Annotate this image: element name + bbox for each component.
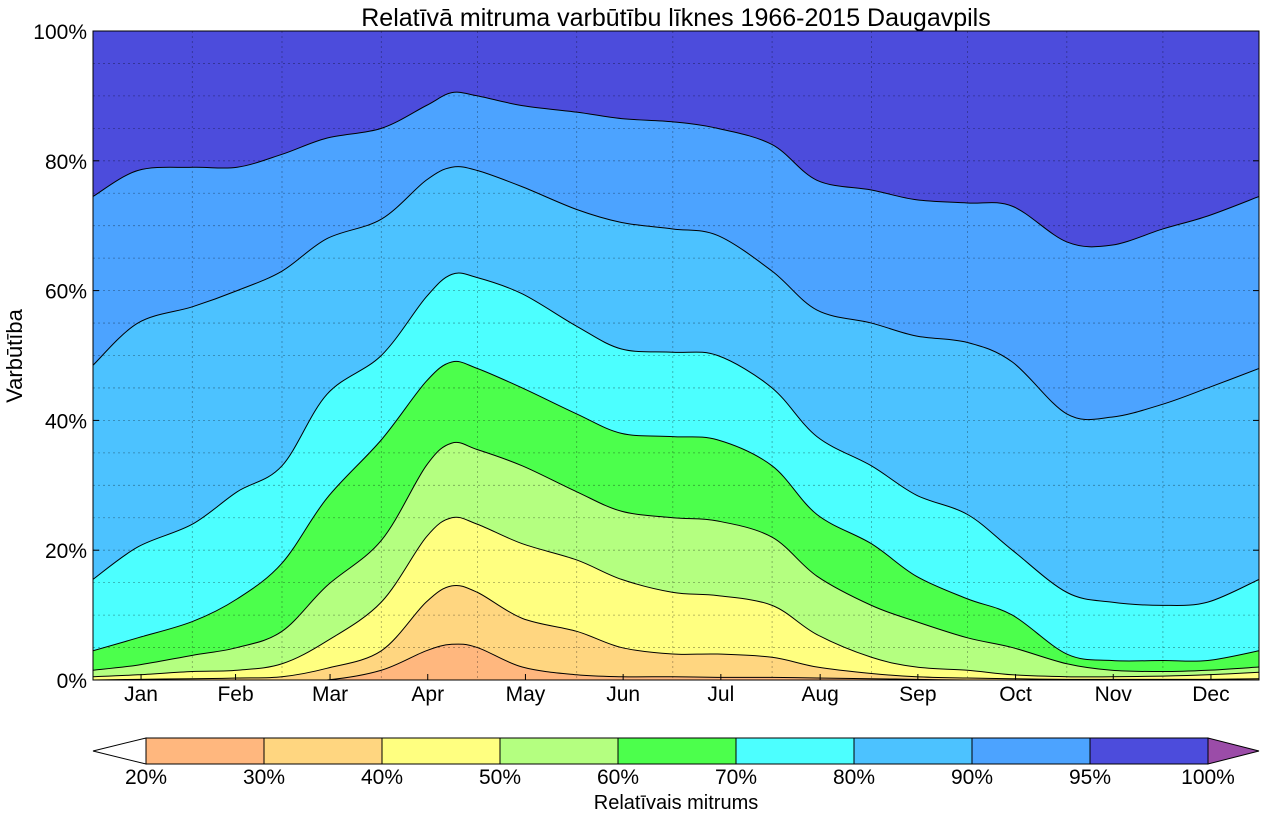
chart-title: Relatīvā mitruma varbūtību līknes 1966-2…	[361, 4, 991, 32]
colorbar-segment-50-60	[499, 737, 619, 765]
y-tick-label: 100%	[33, 21, 87, 44]
x-tick-label: Jun	[606, 683, 640, 706]
grid-layer	[93, 31, 1259, 680]
bands-layer	[93, 31, 1259, 680]
x-tick-label: Apr	[411, 683, 444, 706]
colorbar-tick-label: 50%	[479, 766, 521, 789]
y-tick-label: 0%	[57, 670, 87, 693]
contour-line-95	[93, 91, 1259, 248]
colorbar-segment-70-80	[735, 737, 855, 765]
x-axis-ticks: Jan Feb Mar Apr May Jun Jul Aug Sep Oct Nov Dec	[124, 674, 1230, 706]
contour-line-40	[93, 584, 1259, 680]
colorbar-tick-label: 20%	[125, 766, 167, 789]
plot-area	[92, 30, 1260, 681]
y-axis-label: Varbūtība	[2, 308, 27, 403]
y-axis-ticks: 0% 20% 40% 60% 80% 100%	[33, 21, 1259, 693]
colorbar-tick-label: 30%	[243, 766, 285, 789]
colorbar: 20% 30% 40% 50% 60% 70% 80% 90% 95% 100%	[92, 737, 1260, 789]
colorbar-tick-label: 90%	[951, 766, 993, 789]
colorbar-segment-30-40	[263, 737, 383, 765]
x-tick-label: Jul	[707, 683, 734, 706]
x-tick-label: Aug	[801, 683, 838, 706]
colorbar-tick-label: 70%	[715, 766, 757, 789]
contour-line-60	[93, 441, 1259, 673]
contour-line-90	[93, 166, 1259, 421]
colorbar-tick-label: 95%	[1069, 766, 1111, 789]
contour-line-70	[93, 360, 1259, 662]
plot-frame	[92, 30, 1260, 681]
colorbar-segment-60-70	[617, 737, 737, 765]
x-tick-label: Oct	[999, 683, 1032, 706]
y-tick-label: 80%	[45, 151, 87, 174]
x-tick-label: Dec	[1192, 683, 1229, 706]
band-95-100	[93, 31, 1259, 247]
x-tick-label: May	[506, 683, 546, 706]
colorbar-segment-20-30	[145, 737, 265, 765]
y-tick-label: 60%	[45, 281, 87, 304]
colorbar-tick-label: 40%	[361, 766, 403, 789]
colorbar-tick-label: 100%	[1181, 766, 1235, 789]
y-tick-label: 20%	[45, 540, 87, 563]
colorbar-tick-label: 80%	[833, 766, 875, 789]
colorbar-under-arrow	[92, 737, 147, 765]
x-tick-label: Jan	[124, 683, 158, 706]
contour-line-50	[93, 516, 1259, 678]
lines-layer	[93, 91, 1259, 680]
colorbar-segment-80-90	[853, 737, 973, 765]
colorbar-segment-90-95	[971, 737, 1091, 765]
colorbar-label: Relatīvais mitrums	[594, 792, 758, 814]
x-tick-label: Mar	[312, 683, 348, 706]
colorbar-segment-95-100	[1089, 737, 1209, 765]
contour-line-80	[93, 272, 1259, 606]
x-tick-label: Sep	[899, 683, 936, 706]
colorbar-tick-label: 60%	[597, 766, 639, 789]
contour-line-30	[93, 643, 1259, 680]
colorbar-over-arrow	[1207, 737, 1260, 765]
y-tick-label: 40%	[45, 410, 87, 433]
x-tick-label: Nov	[1095, 683, 1133, 706]
x-tick-label: Feb	[217, 683, 253, 706]
colorbar-segment-40-50	[381, 737, 501, 765]
